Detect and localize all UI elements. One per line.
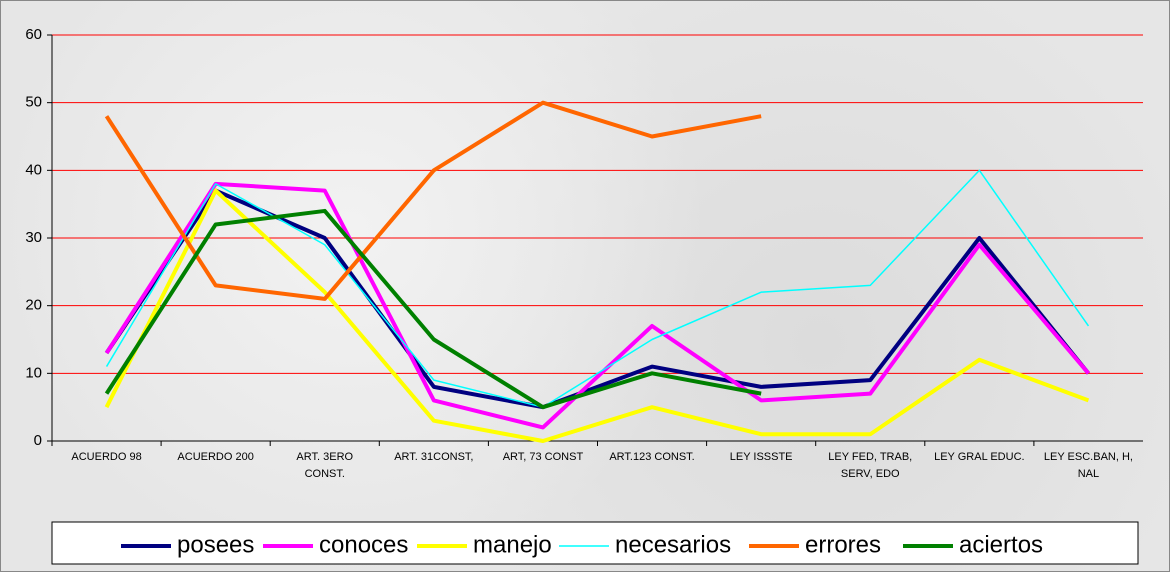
x-tick-label: ART. 3ERO CONST. <box>296 451 354 480</box>
x-tick-label: ART, 73 CONST <box>502 451 584 463</box>
x-tick-label: ACUERDO 98 <box>71 451 142 463</box>
legend-box <box>51 521 1139 565</box>
x-tick-label: LEY ESC.BAN, H, NAL <box>1043 451 1133 480</box>
x-tick-label: LEY FED, TRAB, SERV, EDO <box>828 451 913 480</box>
legend-label: necesarios <box>615 531 731 558</box>
series-line <box>104 181 1090 430</box>
y-tick-label: 0 <box>34 432 42 449</box>
series-line <box>104 100 762 301</box>
legend-label: errores <box>805 531 881 558</box>
y-tick-label: 40 <box>25 161 42 178</box>
legend-label: conoces <box>319 531 408 558</box>
x-tick-label: ART.123 CONST. <box>609 451 695 463</box>
legend-label: posees <box>177 531 254 558</box>
y-tick-label: 50 <box>25 94 42 111</box>
series-line <box>105 169 1090 408</box>
legend-label: aciertos <box>959 531 1043 558</box>
y-tick-label: 20 <box>25 297 42 314</box>
y-tick-label: 60 <box>25 26 42 43</box>
x-tick-label: LEY ISSSTE <box>729 451 793 463</box>
x-tick-label: ACUERDO 200 <box>177 451 254 463</box>
series-line <box>104 188 1090 443</box>
legend-label: manejo <box>473 531 552 558</box>
series-line <box>104 208 762 410</box>
x-tick-label: LEY GRAL EDUC. <box>934 451 1025 463</box>
y-tick-label: 10 <box>25 364 42 381</box>
x-tick-label: ART. 31CONST, <box>394 451 474 463</box>
y-tick-label: 30 <box>25 229 42 246</box>
